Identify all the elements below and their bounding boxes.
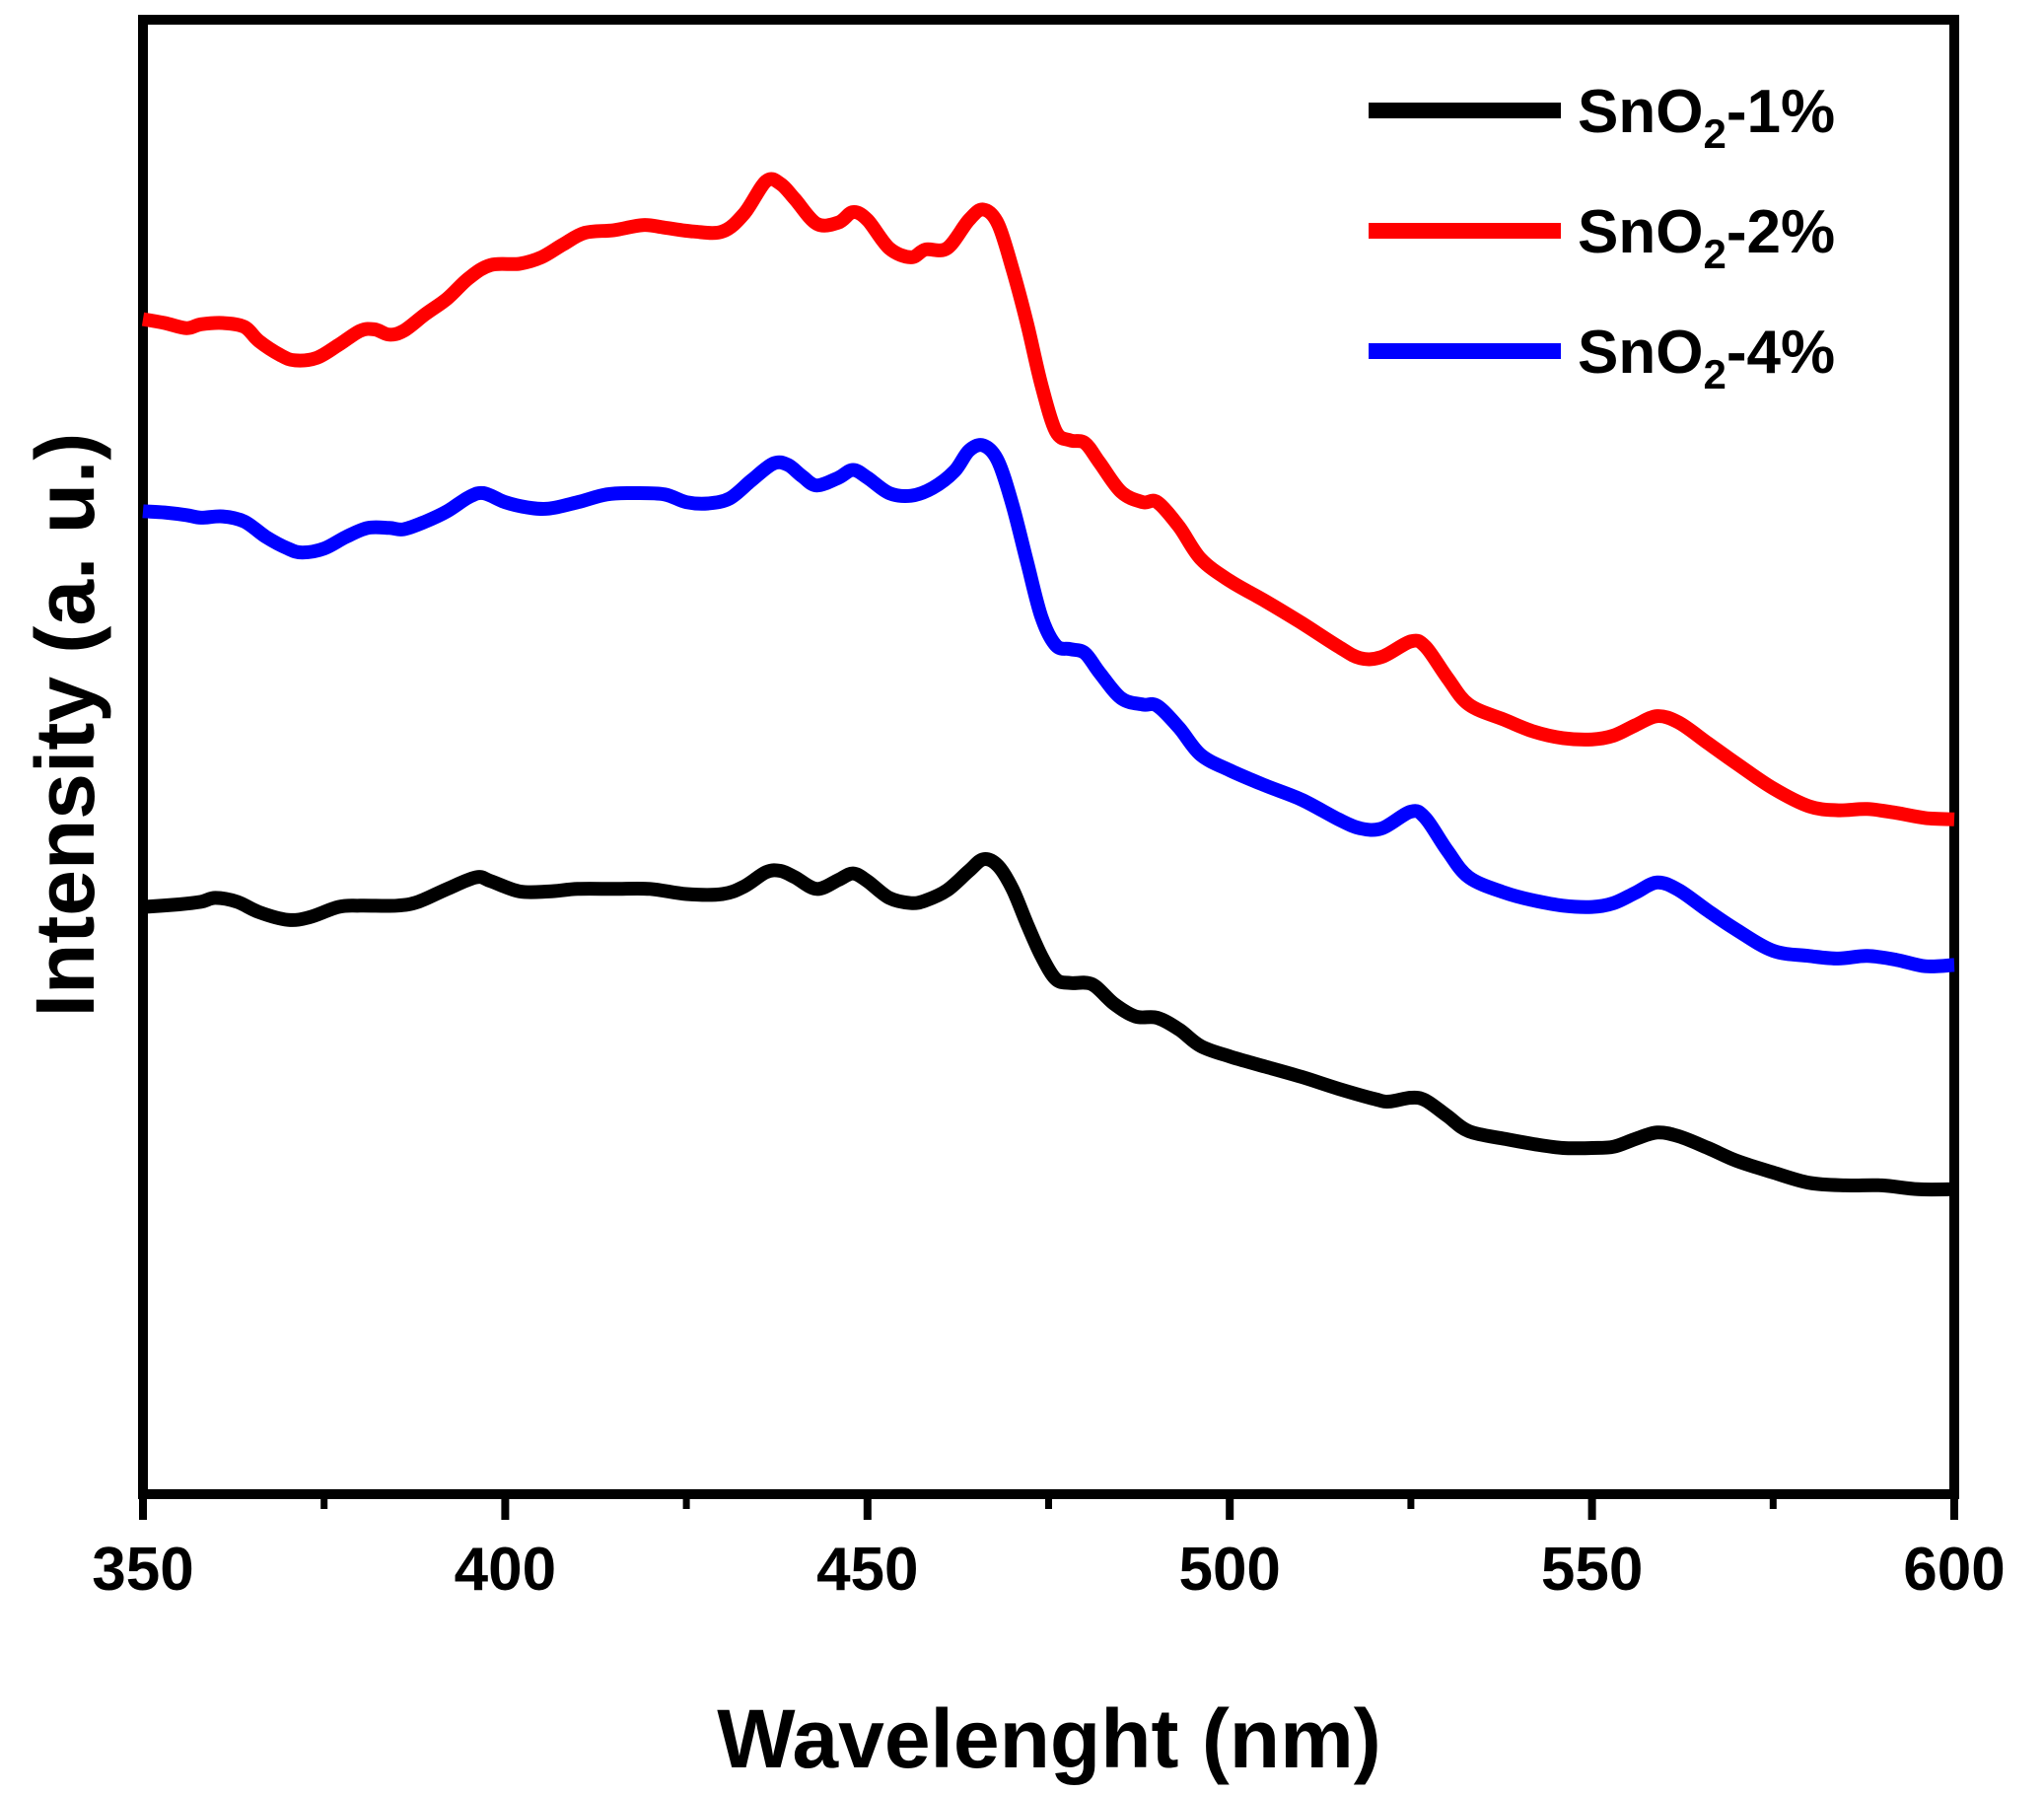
x-tick-label-2: 400 <box>455 1536 556 1604</box>
x-tick-label-1: 350 <box>92 1536 193 1604</box>
x-tick-label-3: 450 <box>816 1536 918 1604</box>
legend-label-2: SnO2-2% <box>1578 198 1835 277</box>
legend-label-3: SnO2-4% <box>1578 319 1835 397</box>
x-tick-label-5: 550 <box>1541 1536 1643 1604</box>
series-line-1 <box>142 852 1955 1197</box>
series-line-3 <box>142 438 1955 973</box>
x-axis-tick-labels: 350 400 450 500 550 600 <box>92 1536 2005 1604</box>
x-tick-label-6: 600 <box>1903 1536 2005 1604</box>
y-axis-label: Intensity (a. u.) <box>19 433 111 1018</box>
legend: SnO2-1% SnO2-2% SnO2-4% <box>1369 78 1835 397</box>
legend-label-1: SnO2-1% <box>1578 78 1835 157</box>
x-axis-label: Wavelenght (nm) <box>717 1692 1381 1785</box>
series-line-2 <box>141 172 1955 826</box>
x-axis-ticks <box>139 1494 1958 1520</box>
series-layer <box>141 172 1955 1197</box>
x-tick-label-4: 500 <box>1178 1536 1280 1604</box>
